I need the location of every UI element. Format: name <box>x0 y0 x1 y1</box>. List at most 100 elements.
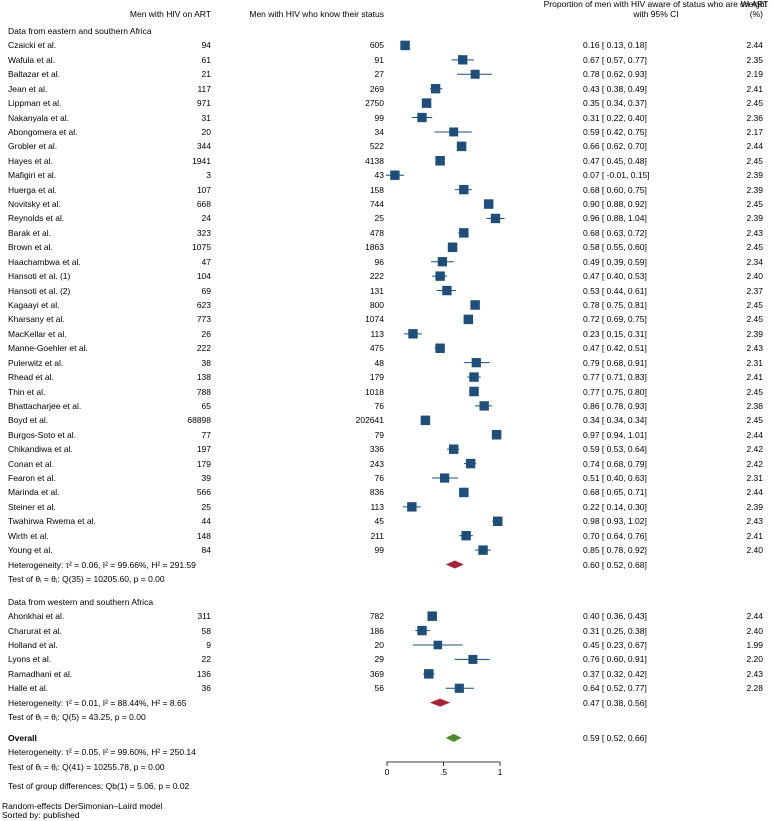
study-know-status: 34 <box>374 126 384 137</box>
study-know-status: 800 <box>369 299 384 310</box>
study-name: Thin et al. <box>8 386 46 397</box>
study-marker <box>465 458 476 469</box>
study-marker <box>421 98 432 108</box>
study-on-art: 9 <box>206 640 211 650</box>
study-know-status: 369 <box>369 668 384 679</box>
study-ci: 0.51 [ 0.40, 0.63] <box>583 473 647 484</box>
group-heterogeneity: Heterogeneity: τ² = 0.01, I² = 88.44%, H… <box>8 697 187 708</box>
study-ci: 0.40 [ 0.36, 0.43] <box>583 611 647 622</box>
study-name: Haachambwa et al. <box>8 256 81 267</box>
study-ci: 0.23 [ 0.15, 0.31] <box>583 328 647 339</box>
study-on-art: 94 <box>201 40 211 51</box>
study-on-art: 21 <box>201 69 211 80</box>
group-summary-ci: 0.47 [ 0.38, 0.56] <box>583 697 647 708</box>
study-weight: 2.44 <box>746 487 763 498</box>
study-marker <box>430 83 441 94</box>
study-weight: 2.40 <box>746 545 763 556</box>
study-marker <box>469 386 479 397</box>
study-marker <box>417 625 427 636</box>
group-test: Test of θᵢ = θⱼ: Q(5) = 43.25, p = 0.00 <box>8 712 146 723</box>
study-ci: 0.37 [ 0.32, 0.42] <box>583 668 647 679</box>
study-on-art: 107 <box>196 184 211 195</box>
study-name: Holland et al. <box>8 640 58 650</box>
study-weight: 2.42 <box>746 444 763 455</box>
study-name: Lippman et al. <box>8 98 62 109</box>
study-name: Wafula et al. <box>8 54 55 65</box>
study-on-art: 136 <box>196 668 211 679</box>
header-weight-unit: (%) <box>749 9 763 19</box>
header-on-art: Men with HIV on ART <box>129 9 211 19</box>
study-weight: 2.41 <box>746 372 763 383</box>
study-on-art: 84 <box>201 545 211 556</box>
study-on-art: 788 <box>196 386 211 397</box>
study-name: Czaicki et al. <box>8 40 57 51</box>
study-name: Brown et al. <box>8 242 53 253</box>
study-ci: 0.68 [ 0.60, 0.75] <box>583 184 647 195</box>
study-name: Fearon et al. <box>8 473 56 484</box>
study-on-art: 68898 <box>187 415 211 426</box>
study-ci: 0.47 [ 0.45, 0.48] <box>583 155 647 166</box>
study-marker <box>440 473 450 483</box>
study-weight: 2.41 <box>746 83 763 94</box>
study-weight: 2.44 <box>746 611 763 622</box>
study-know-status: 4138 <box>365 155 384 166</box>
study-ci: 0.78 [ 0.62, 0.93] <box>583 69 647 80</box>
study-ci: 0.67 [ 0.57, 0.77] <box>583 54 647 65</box>
group-title: Data from eastern and southern Africa <box>8 26 152 36</box>
study-weight: 2.45 <box>746 155 763 166</box>
study-on-art: 22 <box>201 654 211 665</box>
study-weight: 2.39 <box>746 184 763 195</box>
study-marker <box>454 683 464 693</box>
study-name: Huerga et al. <box>8 184 57 195</box>
study-ci: 0.70 [ 0.64, 0.76] <box>583 530 647 541</box>
study-marker <box>408 329 418 339</box>
study-on-art: 58 <box>201 625 211 636</box>
study-on-art: 36 <box>201 683 211 694</box>
study-know-status: 522 <box>369 141 384 152</box>
study-marker <box>400 40 410 51</box>
study-weight: 2.44 <box>746 40 763 51</box>
study-marker <box>463 314 474 325</box>
study-marker <box>468 654 478 664</box>
study-weight: 2.36 <box>746 112 763 123</box>
study-on-art: 138 <box>196 372 211 383</box>
study-ci: 0.96 [ 0.88, 1.04] <box>583 213 647 224</box>
study-weight: 2.44 <box>746 429 763 440</box>
study-ci: 0.76 [ 0.60, 0.91] <box>583 654 647 665</box>
study-marker <box>470 69 480 79</box>
header-weight: Weight <box>740 0 767 9</box>
study-ci: 0.79 [ 0.68, 0.91] <box>583 357 647 368</box>
x-axis-tick-label: 0 <box>384 767 390 777</box>
study-weight: 2.45 <box>746 386 763 397</box>
study-marker <box>478 545 488 555</box>
group-heterogeneity: Heterogeneity: τ² = 0.06, I² = 99.66%, H… <box>8 559 196 570</box>
study-know-status: 1018 <box>365 386 384 397</box>
study-weight: 2.44 <box>746 141 763 152</box>
study-weight: 2.28 <box>746 683 763 694</box>
study-marker <box>448 444 459 454</box>
study-name: Mafigiri et al. <box>8 170 57 181</box>
study-weight: 2.35 <box>746 54 763 65</box>
study-marker <box>435 156 445 166</box>
study-name: Steiner et al. <box>8 501 56 512</box>
study-marker <box>433 640 443 650</box>
study-know-status: 56 <box>374 683 384 694</box>
study-name: Nakanyala et al. <box>8 112 69 123</box>
study-on-art: 773 <box>196 314 211 325</box>
study-ci: 0.49 [ 0.39, 0.59] <box>583 256 647 267</box>
footnote-sort: Sorted by: published <box>2 810 80 820</box>
study-ci: 0.68 [ 0.63, 0.72] <box>583 227 647 238</box>
study-know-status: 1863 <box>365 242 384 253</box>
study-ci: 0.34 [ 0.34, 0.34] <box>583 415 647 426</box>
study-know-status: 96 <box>374 256 384 267</box>
study-weight: 2.43 <box>746 668 763 679</box>
study-on-art: 566 <box>196 487 211 498</box>
study-marker <box>479 401 489 411</box>
group-title: Data from western and southern Africa <box>8 596 154 607</box>
study-name: Boyd et al. <box>8 415 49 426</box>
group-summary-diamond <box>429 698 451 707</box>
study-name: Barak et al. <box>8 227 51 238</box>
study-know-status: 782 <box>369 611 384 622</box>
study-on-art: 65 <box>201 400 211 411</box>
